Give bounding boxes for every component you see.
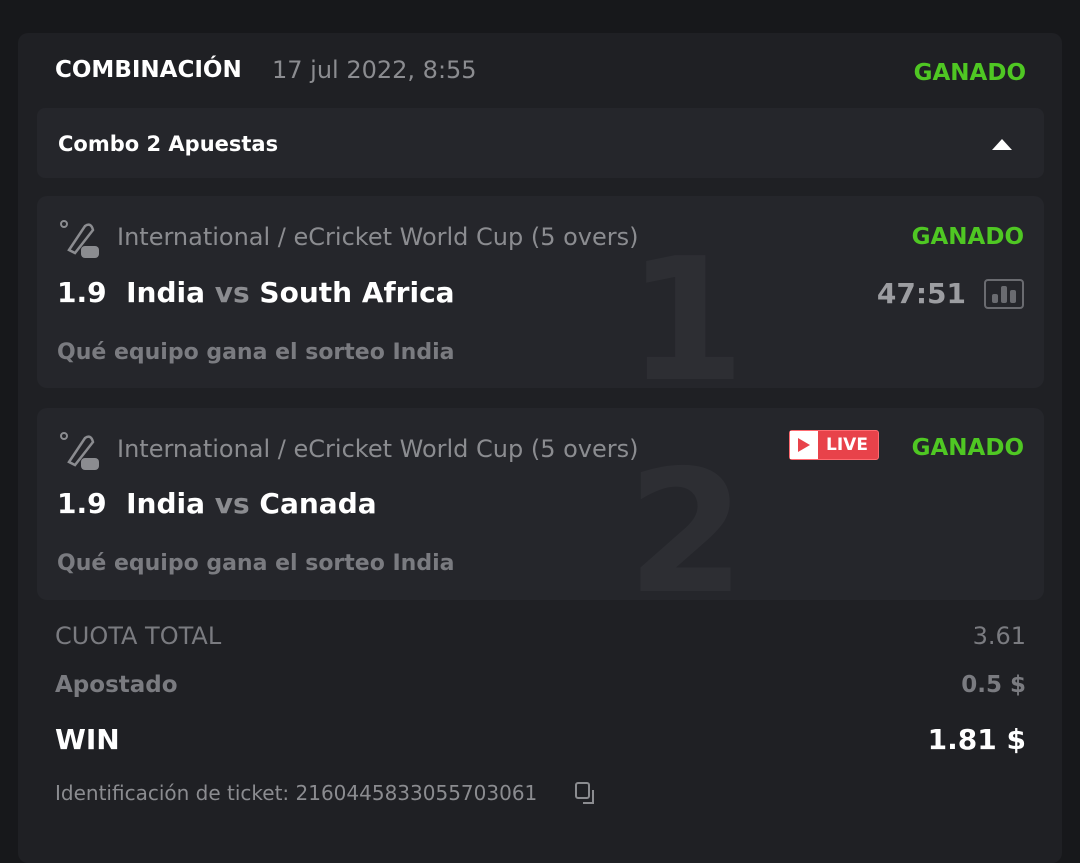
leg-league: International / eCricket World Cup (5 ov… <box>117 435 639 463</box>
vs-label: vs <box>214 276 250 309</box>
leg-status: GANADO <box>911 435 1024 461</box>
live-label: LIVE <box>826 435 868 455</box>
vs-label: vs <box>214 487 250 520</box>
away-team: Canada <box>259 487 377 520</box>
copy-icon[interactable] <box>574 781 600 807</box>
stake-value: 0.5 $ <box>961 672 1026 698</box>
bet-status: GANADO <box>913 60 1026 86</box>
combo-label: Combo 2 Apuestas <box>58 132 279 156</box>
ticket-id: Identificación de ticket: 21604458330557… <box>55 781 538 805</box>
leg-match: 1.9 India vs South Africa <box>57 276 455 309</box>
leg-league: International / eCricket World Cup (5 ov… <box>117 223 639 251</box>
home-team: India <box>126 276 205 309</box>
leg-odds: 1.9 <box>57 276 107 309</box>
statistics-icon[interactable] <box>984 279 1024 309</box>
leg-market: Qué equipo gana el sorteo India <box>57 340 455 365</box>
total-odds-label: CUOTA TOTAL <box>55 622 222 650</box>
combo-toggle[interactable]: Combo 2 Apuestas <box>37 108 1044 178</box>
live-badge[interactable]: LIVE <box>789 430 879 460</box>
leg-index: 2 <box>627 434 746 600</box>
match-time: 47:51 <box>876 277 966 310</box>
leg-match: 1.9 India vs Canada <box>57 487 377 520</box>
bet-type: COMBINACIÓN <box>55 57 242 83</box>
win-value: 1.81 $ <box>927 723 1026 756</box>
leg-market: Qué equipo gana el sorteo India <box>57 551 455 576</box>
leg-index: 1 <box>627 222 746 388</box>
bet-date: 17 jul 2022, 8:55 <box>272 56 477 84</box>
ecricket-icon <box>60 220 99 258</box>
leg-2: 2 International / eCricket World Cup (5 … <box>37 408 1044 600</box>
play-icon <box>790 431 818 459</box>
away-team: South Africa <box>259 276 455 309</box>
caret-up-icon <box>992 139 1012 150</box>
leg-status: GANADO <box>911 224 1024 250</box>
ecricket-icon <box>60 432 99 470</box>
bet-card: COMBINACIÓN 17 jul 2022, 8:55 GANADO Com… <box>18 33 1062 863</box>
leg-1: 1 International / eCricket World Cup (5 … <box>37 196 1044 388</box>
stake-label: Apostado <box>55 672 178 698</box>
total-odds-value: 3.61 <box>972 622 1026 650</box>
leg-odds: 1.9 <box>57 487 107 520</box>
win-label: WIN <box>55 723 120 756</box>
home-team: India <box>126 487 205 520</box>
